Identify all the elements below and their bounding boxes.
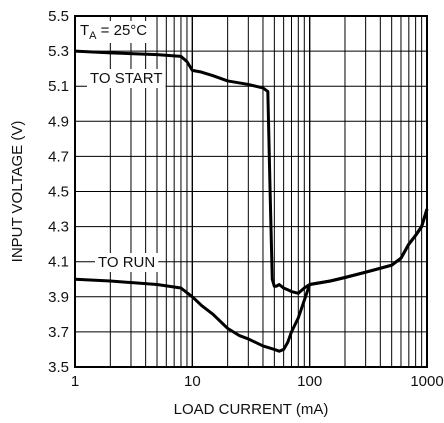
condition-background [77, 21, 151, 43]
series-line-to-run [74, 208, 429, 353]
x-tick-label: 100 [297, 373, 322, 390]
annotation-to-run-background [95, 253, 159, 272]
y-tick-label: 3.5 [48, 359, 69, 376]
condition-text: TA = 25°C [80, 22, 147, 42]
annotation-to-run-text: TO RUN [98, 254, 155, 271]
y-tick-label: 4.3 [48, 219, 69, 236]
y-tick-label: 4.5 [48, 184, 69, 201]
y-tick-label: 5.1 [48, 78, 69, 95]
y-tick-label: 4.9 [48, 113, 69, 130]
annotation-to-run: TO RUN [95, 253, 159, 272]
y-tick-label: 3.7 [48, 324, 69, 341]
y-tick-label: 4.1 [48, 254, 69, 271]
text-labels: 3.5 3.7 3.9 4.1 4.3 4.5 4.7 4.9 5.1 5.3 5.5 1 10 100 1… [9, 8, 444, 418]
annotation-to-start-text: TO START [90, 70, 163, 87]
plot-frame [74, 15, 428, 368]
x-tick-label: 1000 [410, 373, 443, 390]
annotation-to-start-background [87, 69, 166, 88]
grid [74, 15, 428, 368]
x-tick-label: 10 [184, 373, 201, 390]
x-axis-label: LOAD CURRENT (mA) [174, 401, 329, 418]
curves [74, 49, 429, 353]
y-tick-label: 5.3 [48, 43, 69, 60]
y-tick-label: 4.7 [48, 148, 69, 165]
y-tick-label: 5.5 [48, 8, 69, 25]
annotation-to-start: TO START [87, 69, 166, 88]
condition-label: TA = 25°C [77, 21, 151, 43]
y-axis-label: INPUT VOLTAGE (V) [9, 121, 26, 263]
y-tick-label: 3.9 [48, 289, 69, 306]
x-tick-label: 1 [71, 373, 79, 390]
